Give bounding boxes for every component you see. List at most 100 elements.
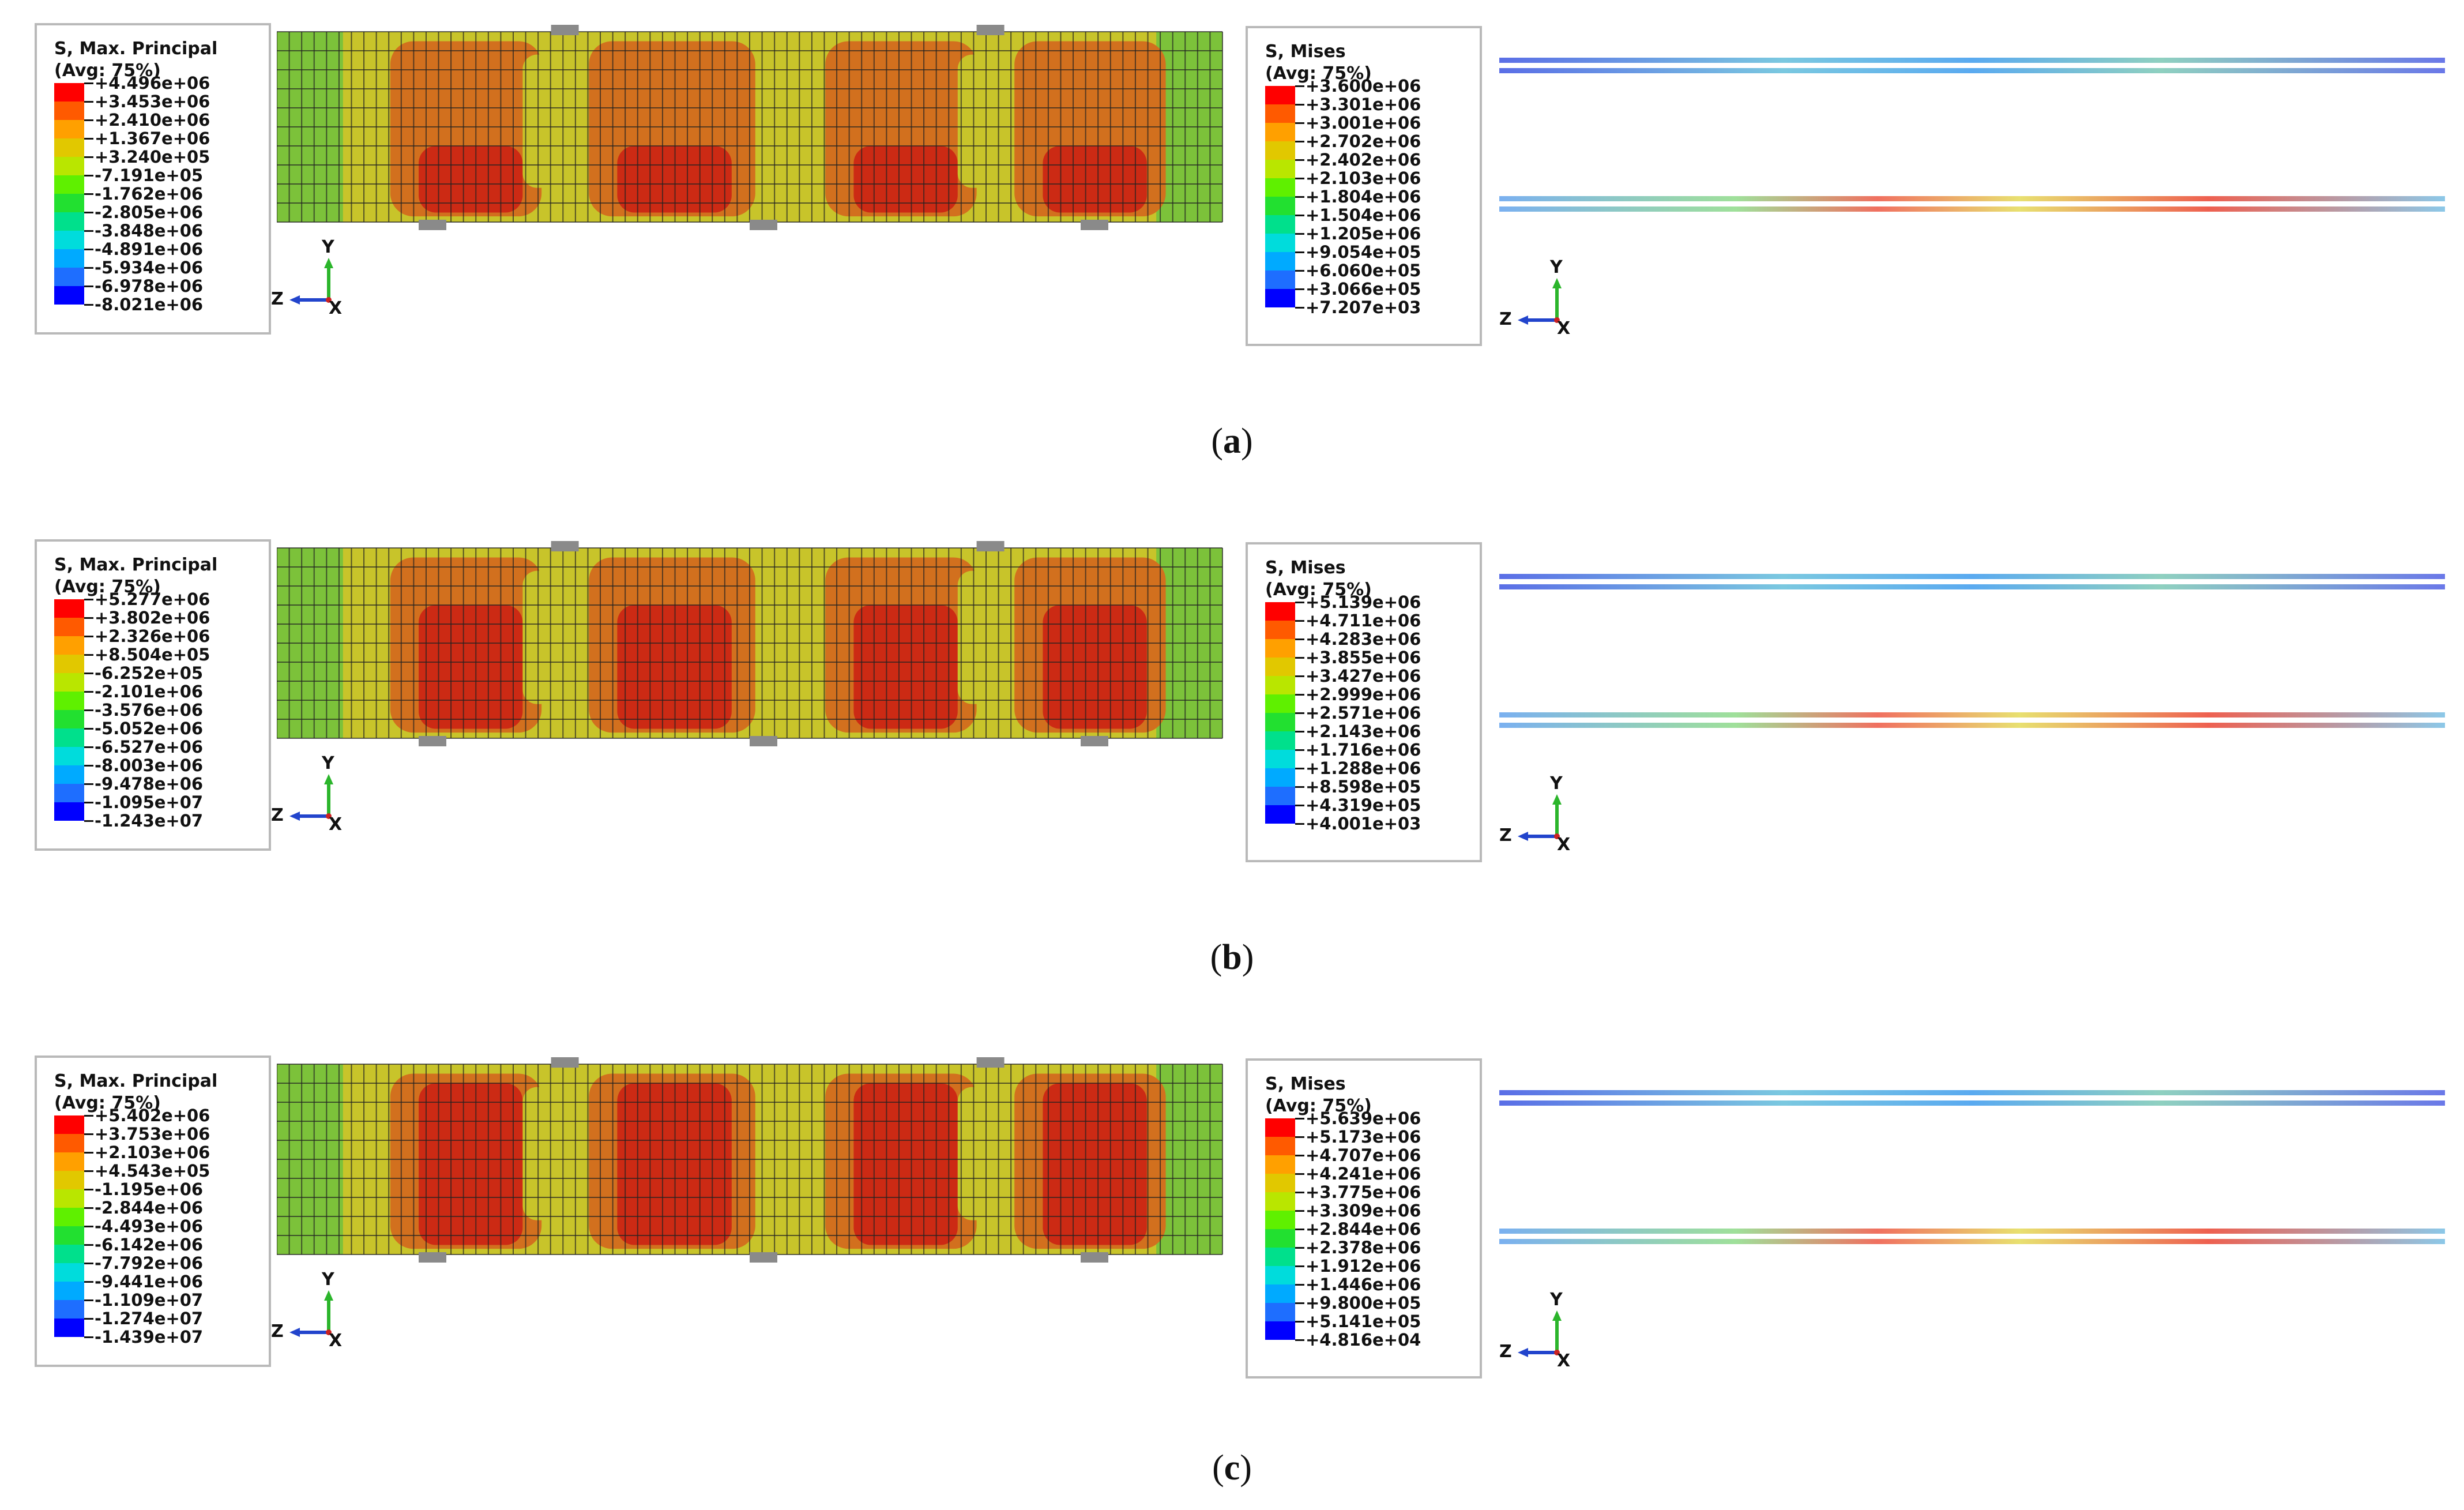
legend-tick [1295, 1284, 1304, 1286]
legend-tick [84, 304, 93, 306]
legend-tick [1295, 731, 1304, 733]
legend-swatch [1265, 1303, 1295, 1321]
legend-swatch [54, 212, 84, 231]
legend-swatch [54, 1152, 84, 1171]
legend-swatch [1265, 768, 1295, 787]
axis-label-z: Z [271, 1321, 284, 1342]
legend-value: +2.402e+06 [1306, 150, 1421, 170]
legend-swatch [1265, 234, 1295, 252]
legend-tick [84, 212, 93, 213]
legend-swatch [54, 157, 84, 175]
legend-value: -2.844e+06 [95, 1198, 204, 1218]
legend-tick [1295, 1173, 1304, 1175]
legend-value: +5.141e+05 [1306, 1312, 1421, 1331]
legend-value: -3.848e+06 [95, 221, 204, 241]
legend-value: +1.446e+06 [1306, 1275, 1421, 1294]
legend-swatch [54, 1282, 84, 1300]
legend-swatch [54, 765, 84, 784]
legend-swatch [1265, 141, 1295, 160]
axis-label-y: Y [1550, 1290, 1563, 1310]
axis-triad-arrows [289, 774, 333, 821]
axis-triad: Y Z X [1499, 773, 1592, 862]
legend-tick [1295, 215, 1304, 216]
legend-value: +8.598e+05 [1306, 777, 1421, 797]
legend-swatch [54, 249, 84, 268]
legend-tick [84, 802, 93, 803]
legend-value: +1.288e+06 [1306, 758, 1421, 778]
legend-value: +3.802e+06 [95, 608, 210, 628]
legend-tick [1295, 104, 1304, 106]
axis-label-y: Y [322, 237, 334, 257]
axis-triad-arrows [1518, 278, 1562, 325]
legend-swatch [54, 83, 84, 102]
legend-tick [84, 765, 93, 767]
legend-swatch [54, 286, 84, 305]
axis-triad: Y Z X [271, 1269, 363, 1358]
legend-tick [84, 1299, 93, 1301]
legend-value: +4.319e+05 [1306, 795, 1421, 815]
beam-stress-contour [277, 25, 1223, 230]
legend-swatch [54, 138, 84, 157]
panel-a: S, Max. Principal (Avg: 75%) +4.496e+06 +3.… [0, 0, 2464, 450]
legend-swatch [1265, 86, 1295, 104]
legend-tick [84, 193, 93, 195]
legend-value: -5.052e+06 [95, 719, 204, 738]
legend-swatch [54, 194, 84, 212]
legend-title-line2: (Avg: 75%) [1265, 63, 1372, 84]
legend-tick [1295, 1192, 1304, 1193]
axis-triad: Y Z X [1499, 257, 1592, 346]
axis-label-z: Z [1499, 825, 1512, 846]
legend-swatch [54, 655, 84, 673]
axis-label-y: Y [322, 1269, 334, 1290]
axis-label-x: X [329, 298, 343, 318]
legend-tick [84, 175, 93, 176]
legend-title: S, Max. Principal (Avg: 75%) [54, 38, 217, 82]
legend-tick [84, 1244, 93, 1246]
axis-label-z: Z [1499, 309, 1512, 329]
legend-tick [84, 249, 93, 250]
caption-open: ( [1212, 1448, 1224, 1488]
legend-tick [1295, 122, 1304, 124]
legend-tick [1295, 1136, 1304, 1138]
caption-c: (c) [1146, 1448, 1319, 1489]
legend-swatch [54, 618, 84, 636]
legend-tick [84, 1152, 93, 1154]
legend-tick [1295, 307, 1304, 309]
caption-close: ) [1240, 1448, 1252, 1488]
legend-swatch [54, 784, 84, 802]
legend-title-line2: (Avg: 75%) [1265, 580, 1372, 600]
legend-value: +1.912e+06 [1306, 1256, 1421, 1276]
beam-stress-contour [277, 541, 1223, 746]
legend-value: +4.241e+06 [1306, 1164, 1421, 1184]
legend-value: +3.001e+06 [1306, 113, 1421, 133]
mises-legend: S, Mises (Avg: 75%) +5.139e+06 +4.711e+06 +4… [1246, 542, 1482, 862]
legend-swatch [54, 268, 84, 286]
legend-value: -1.109e+07 [95, 1290, 204, 1310]
legend-value: -2.101e+06 [95, 682, 204, 701]
axis-label-x: X [1557, 1351, 1571, 1371]
axis-triad-arrows [1518, 794, 1562, 841]
legend-swatch [1265, 197, 1295, 215]
legend-tick [84, 1207, 93, 1209]
legend-value: +1.716e+06 [1306, 740, 1421, 760]
legend-value: -6.527e+06 [95, 737, 204, 757]
legend-swatch [54, 636, 84, 655]
legend-swatch [54, 1115, 84, 1134]
legend-title: S, Mises (Avg: 75%) [1265, 557, 1372, 601]
legend-swatch [1265, 639, 1295, 658]
legend-title-line1: S, Max. Principal [54, 555, 218, 575]
legend-value: +2.999e+06 [1306, 685, 1421, 704]
legend-value: +3.427e+06 [1306, 666, 1421, 686]
legend-title-line1: S, Max. Principal [54, 39, 218, 59]
legend-swatch [54, 1263, 84, 1282]
legend-tick [84, 1318, 93, 1320]
rebar-mises-contour [1499, 574, 2445, 728]
legend-value: +5.173e+06 [1306, 1127, 1421, 1147]
legend-value: -2.805e+06 [95, 202, 204, 222]
legend-tick [84, 138, 93, 140]
legend-tick [84, 1170, 93, 1172]
legend-swatch [54, 599, 84, 618]
legend-swatch [54, 692, 84, 710]
legend-swatch [54, 102, 84, 120]
caption-open: ( [1211, 422, 1223, 461]
